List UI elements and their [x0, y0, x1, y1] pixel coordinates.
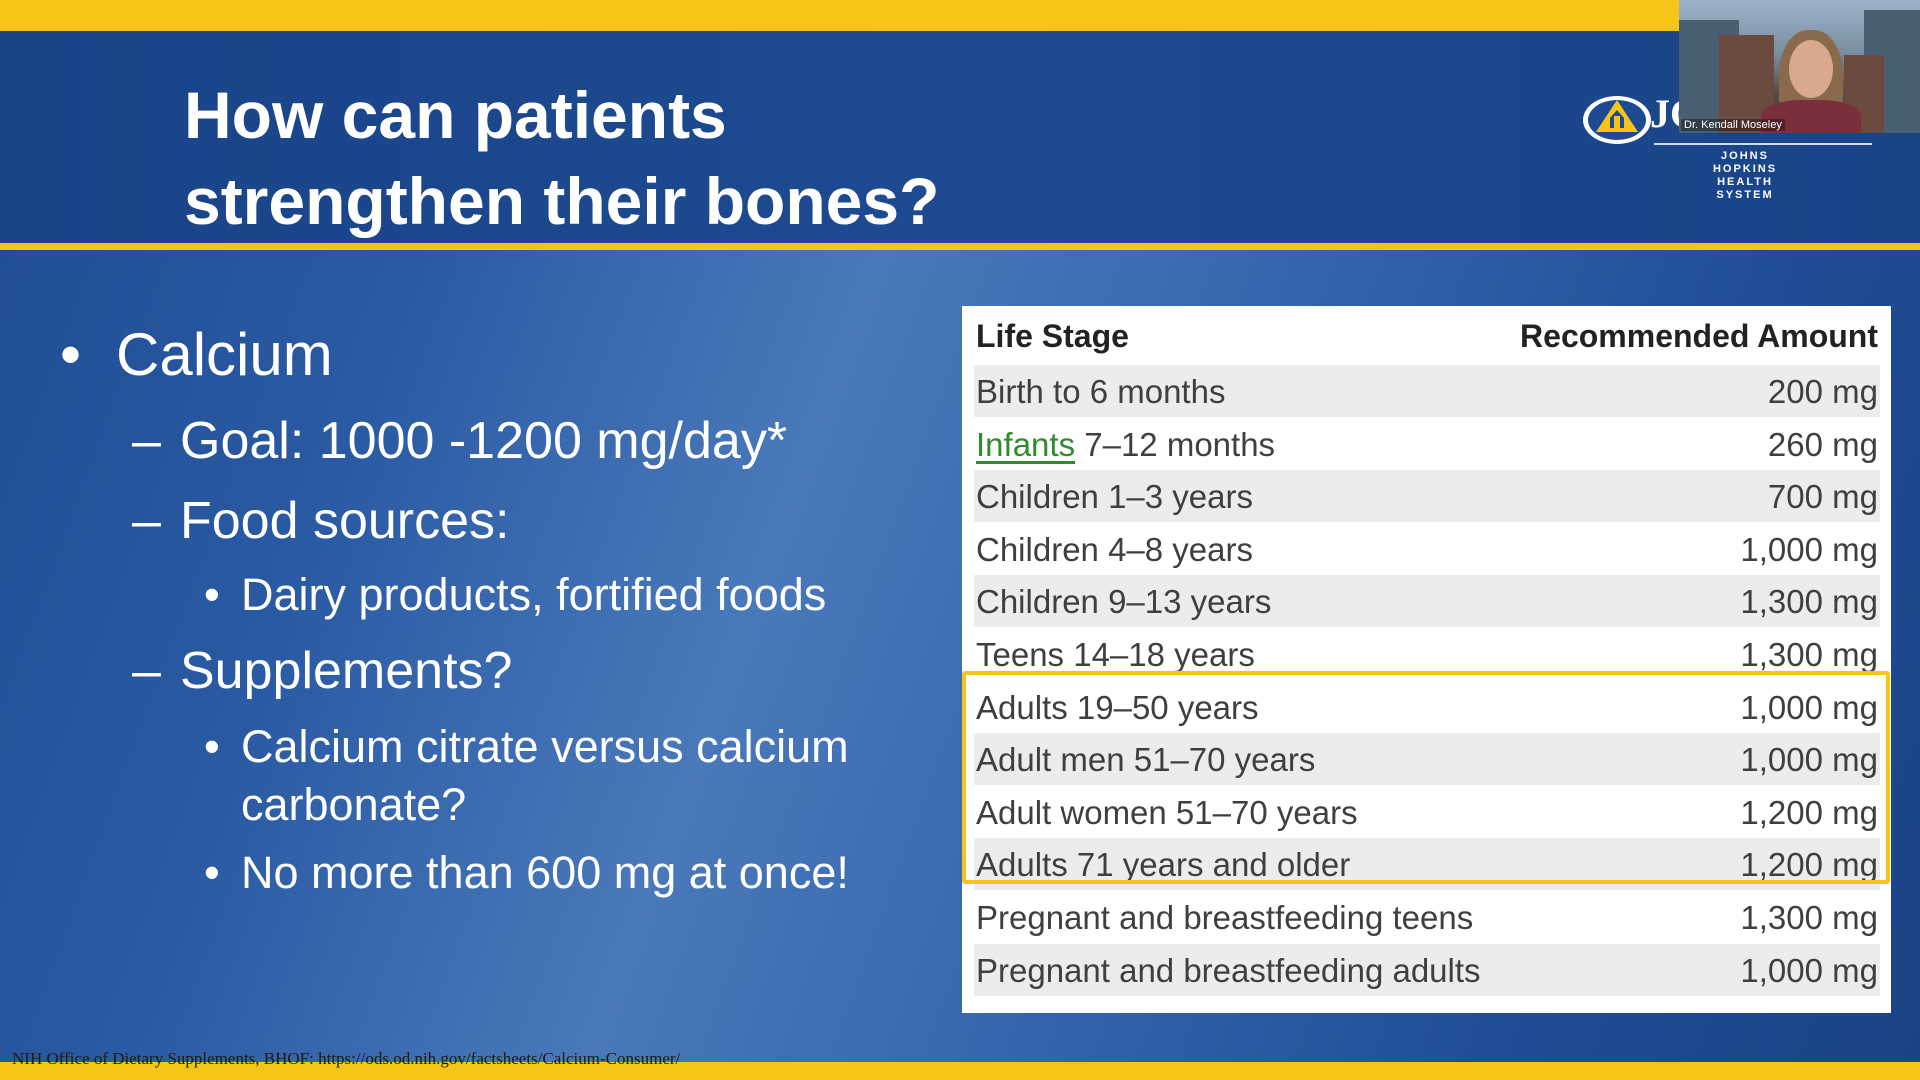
logo-subtitle: JOHNS HOPKINS HEALTH SYSTEM	[1712, 150, 1778, 201]
amount-cell: 1,000 mg	[1740, 689, 1878, 726]
bullet-supplements: Supplements?	[180, 642, 513, 700]
header-recommended-amount: Recommended Amount	[1520, 318, 1878, 354]
bullet-dairy: Dairy products, fortified foods	[241, 569, 827, 620]
table-row: Infants 7–12 months 260 mg	[974, 418, 1880, 470]
life-stage-cell: Adults 71 years and older	[976, 846, 1351, 883]
table-row: Adults 19–50 years 1,000 mg	[974, 681, 1880, 733]
life-stage-cell: Children 9–13 years	[976, 583, 1272, 620]
infants-link[interactable]: Infants	[976, 426, 1076, 463]
webcam-overlay: Dr. Kendall Moseley	[1679, 0, 1920, 133]
amount-cell: 1,000 mg	[1740, 531, 1878, 568]
title-line-1: How can patients	[184, 78, 727, 152]
bullet-food-sources: Food sources:	[180, 492, 510, 550]
life-stage-cell: Children 4–8 years	[976, 531, 1253, 568]
bullet-citrate-line-1: Calcium citrate versus calcium	[241, 721, 849, 772]
amount-cell: 1,000 mg	[1740, 952, 1878, 989]
table-row: Adult women 51–70 years 1,200 mg	[974, 786, 1880, 838]
life-stage-cell: Teens 14–18 years	[976, 636, 1255, 673]
title-line-2: strengthen their bones?	[184, 164, 940, 238]
life-stage-cell: Children 1–3 years	[976, 478, 1253, 515]
table-row: Pregnant and breastfeeding adults 1,000 …	[974, 944, 1880, 996]
table-row: Children 1–3 years 700 mg	[974, 470, 1880, 522]
logo-divider	[1654, 143, 1872, 145]
amount-cell: 1,300 mg	[1740, 636, 1878, 673]
calcium-table: Life Stage Recommended Amount Birth to 6…	[962, 306, 1891, 1013]
top-accent-bar	[0, 0, 1920, 31]
table-row: Birth to 6 months 200 mg	[974, 365, 1880, 417]
amount-cell: 1,200 mg	[1740, 794, 1878, 831]
bottom-accent-bar	[0, 1062, 1920, 1080]
presenter-avatar	[1789, 40, 1833, 98]
life-stage-rest: 7–12 months	[1075, 426, 1276, 463]
bullet-dot-icon: •	[204, 847, 220, 898]
dash-icon: –	[132, 412, 161, 470]
header-life-stage: Life Stage	[976, 318, 1129, 354]
amount-cell: 1,000 mg	[1740, 741, 1878, 778]
life-stage-cell: Infants 7–12 months	[976, 426, 1275, 464]
life-stage-cell: Pregnant and breastfeeding teens	[976, 899, 1474, 936]
amount-cell: 1,300 mg	[1740, 899, 1878, 936]
presenter-name: Dr. Kendall Moseley	[1681, 119, 1785, 131]
amount-cell: 1,200 mg	[1740, 846, 1878, 883]
title-divider	[0, 243, 1920, 250]
dash-icon: –	[132, 492, 161, 550]
table-header-row: Life Stage Recommended Amount	[974, 312, 1880, 364]
amount-cell: 700 mg	[1767, 478, 1878, 515]
life-stage-cell: Adults 19–50 years	[976, 689, 1259, 726]
table-row: Adult men 51–70 years 1,000 mg	[974, 733, 1880, 785]
table-row: Children 9–13 years 1,300 mg	[974, 575, 1880, 627]
life-stage-cell: Pregnant and breastfeeding adults	[976, 952, 1481, 989]
life-stage-cell: Adult women 51–70 years	[976, 794, 1358, 831]
amount-cell: 260 mg	[1767, 426, 1878, 463]
life-stage-cell: Birth to 6 months	[976, 373, 1226, 410]
bullet-calcium: Calcium	[116, 321, 333, 388]
table-row: Teens 14–18 years 1,300 mg	[974, 628, 1880, 680]
bullet-dot-icon: •	[204, 569, 220, 620]
shield-logo-icon	[1583, 96, 1651, 144]
table-row: Pregnant and breastfeeding teens 1,300 m…	[974, 891, 1880, 943]
amount-cell: 200 mg	[1767, 373, 1878, 410]
dash-icon: –	[132, 642, 161, 700]
table-row: Children 4–8 years 1,000 mg	[974, 523, 1880, 575]
bullet-no-more: No more than 600 mg at once!	[241, 847, 849, 898]
amount-cell: 1,300 mg	[1740, 583, 1878, 620]
bullet-goal: Goal: 1000 -1200 mg/day*	[180, 412, 788, 470]
bullet-dot-icon: •	[204, 721, 220, 772]
bullet-citrate-line-2: carbonate?	[241, 779, 467, 830]
slide-title: How can patients strengthen their bones?	[184, 72, 939, 244]
life-stage-cell: Adult men 51–70 years	[976, 741, 1316, 778]
table-row: Adults 71 years and older 1,200 mg	[974, 838, 1880, 890]
bullet-dot-icon: •	[60, 321, 82, 388]
citation: NIH Office of Dietary Supplements, BHOF:…	[12, 1049, 681, 1068]
